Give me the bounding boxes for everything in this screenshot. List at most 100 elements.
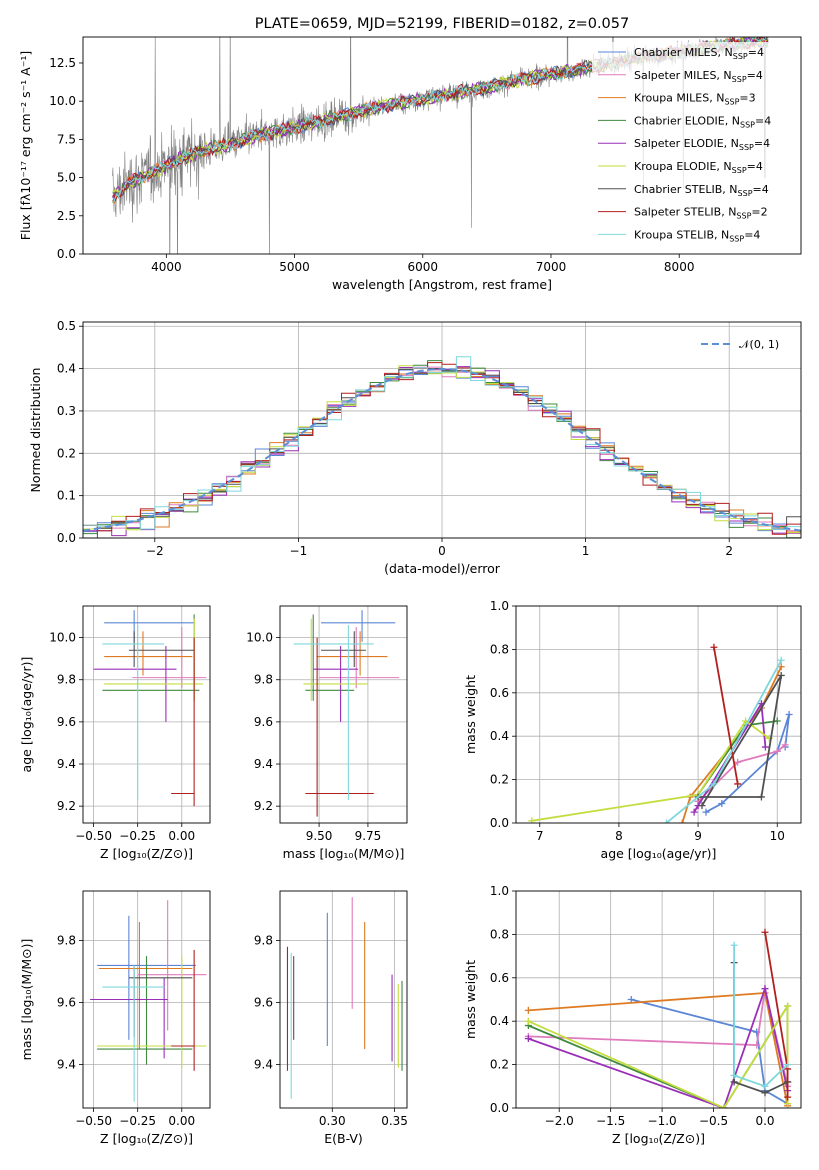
x-tick-label: 0.35 [381,1114,408,1128]
x-tick-label: −0.25 [119,1114,156,1128]
data-point [761,743,769,751]
x-tick-label: 1 [582,544,590,558]
errorbar-point [97,956,193,1065]
data-point [753,1041,761,1049]
y-tick-label: 0.3 [57,404,76,418]
axes-border [515,605,802,824]
errorbar-point [321,610,396,642]
data-point [678,819,686,823]
x-tick-label: 4000 [151,260,182,274]
series-line [527,1002,789,1108]
data-point [777,671,785,679]
panel-mass-vs-Z: −0.50 −0.25 0.00 9.4 9.6 9.8 Z [log₁₀(Z/Z⊙)] ma… [19,890,211,1146]
residual-histogram [83,362,801,535]
errorbar-point [171,949,195,1071]
axes-frame: −2 −1 0 1 2 0.0 0.1 0.2 0.3 0.4 0.5 [57,319,801,558]
x-axis-label: (data-model)/error [384,561,501,576]
weight-series [524,1002,792,1108]
axes-border [279,605,408,824]
x-tick-label: 8 [615,829,623,843]
legend-entry: Salpeter ELODIE, NSSP=4 [634,137,770,152]
y-tick-label: 0.4 [57,362,76,376]
data-point [662,819,670,823]
data-point [781,741,789,749]
data-point [773,717,781,725]
data-point [720,1104,728,1108]
residual-histogram [83,360,801,538]
y-tick-label: 0.6 [490,971,509,985]
y-tick-label: 9.8 [57,934,76,948]
data-point [718,799,726,807]
y-axis-label: mass [log₁₀(M/M⊙)] [19,939,34,1061]
y-tick-label: 0.8 [490,642,509,656]
series-line [733,945,789,1088]
data-point [524,1017,532,1025]
x-tick-label: 8000 [664,260,695,274]
data-point [524,1006,532,1014]
gaussian-curve [82,367,802,532]
x-tick-label: 0 [438,544,446,558]
y-tick-label: 0.4 [490,729,509,743]
series-line [531,719,770,822]
errorbar-point [293,624,374,800]
errorbar-point [102,965,165,1102]
weight-series [710,643,742,788]
data-point [777,656,785,664]
data-point [761,985,769,993]
x-tick-label: 9.75 [355,829,382,843]
y-tick-label: 2.5 [57,209,76,223]
errorbar-point [98,922,193,1050]
x-tick-label: −0.25 [119,829,156,843]
legend-entry: Salpeter STELIB, NSSP=2 [634,206,768,221]
x-tick-label: 10 [770,829,785,843]
panel-age-vs-Z: −0.50 −0.25 0.00 9.2 9.4 9.6 9.8 10.0 Z [log₁₀(Z… [19,605,211,861]
x-tick-label: 0.0 [755,1114,774,1128]
x-tick-label: 7000 [536,260,567,274]
y-tick-label: 9.8 [57,673,76,687]
axes-border [82,36,802,255]
axes-frame: −0.50 −0.25 0.00 9.2 9.4 9.6 9.8 10.0 [49,606,210,843]
x-tick-label: 9 [694,829,702,843]
errorbar-point [319,627,400,689]
data-point [730,1071,738,1079]
y-tick-label: 1.0 [490,599,509,613]
y-tick-label: 9.2 [254,799,273,813]
x-axis-label: Z [log₁₀(Z/Z⊙)] [100,846,193,861]
y-tick-label: 9.4 [254,1058,273,1072]
y-tick-label: 9.6 [254,996,273,1010]
legend-entry: Kroupa STELIB, NSSP=4 [634,228,760,243]
y-tick-label: 12.5 [49,56,76,70]
x-tick-label: −0.5 [699,1114,728,1128]
data-point [757,793,765,801]
legend: 𝒩(0, 1) [701,338,779,351]
y-tick-label: 0.0 [57,531,76,545]
errorbar-point [321,631,366,668]
errorbar-point [171,637,195,807]
y-tick-label: 1.0 [490,884,509,898]
errorbar-point [137,900,207,1031]
errorbar-point [90,977,168,1059]
y-tick-label: 9.8 [254,673,273,687]
series-line [528,992,789,1106]
weight-series [627,996,792,1108]
axes-border [82,321,802,539]
axes-frame: −0.50 −0.25 0.00 9.4 9.6 9.8 [57,891,210,1128]
y-tick-label: 0.0 [57,247,76,261]
y-axis-label: mass weight [463,675,478,754]
y-tick-label: 0.6 [490,686,509,700]
errorbar-point [317,631,388,676]
x-axis-label: Z [log₁₀(Z/Z⊙)] [612,1131,705,1146]
axes-border [279,890,408,1109]
y-axis-label: mass weight [463,960,478,1039]
data-point [524,1035,532,1043]
legend-entry: Chabrier STELIB, NSSP=4 [634,183,769,198]
axes-frame: 0.30 0.35 9.4 9.6 9.8 [254,891,408,1128]
y-axis-label: Flux [fλ10⁻¹⁷ erg cm⁻² s⁻¹ A⁻¹] [18,51,33,240]
x-tick-label: −1.5 [596,1114,625,1128]
errorbar-point [104,618,203,701]
weight-series [524,1002,792,1108]
series-line [630,998,789,1105]
data-point [777,663,785,671]
axes-frame: 9.50 9.75 9.2 9.4 9.6 9.8 10.0 [246,606,407,843]
